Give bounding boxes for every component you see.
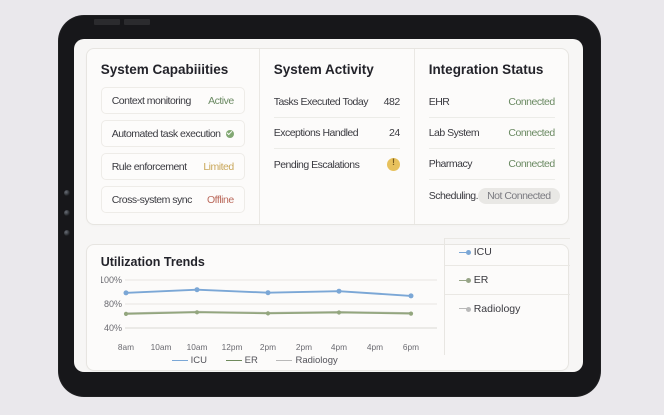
- svg-text:100%: 100%: [101, 275, 122, 285]
- svg-text:10am: 10am: [150, 342, 171, 352]
- svg-text:8am: 8am: [118, 342, 134, 352]
- svg-text:4pm: 4pm: [367, 342, 383, 352]
- svg-text:2pm: 2pm: [296, 342, 312, 352]
- svg-text:4pm: 4pm: [331, 342, 347, 352]
- svg-text:40%: 40%: [104, 323, 122, 333]
- svg-text:12pm: 12pm: [221, 342, 242, 352]
- svg-text:80%: 80%: [104, 299, 122, 309]
- svg-text:6pm: 6pm: [403, 342, 419, 352]
- svg-text:10am: 10am: [186, 342, 207, 352]
- svg-text:2pm: 2pm: [260, 342, 276, 352]
